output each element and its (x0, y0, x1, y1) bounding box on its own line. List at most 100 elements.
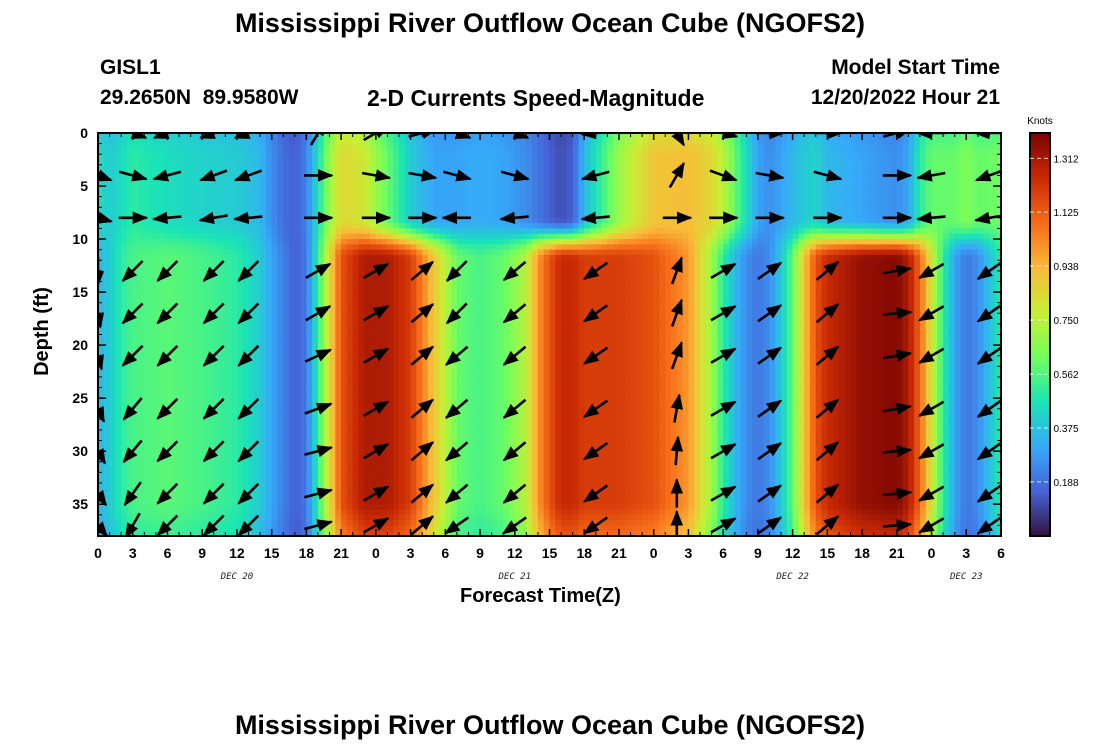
heatmap-cell (167, 260, 174, 267)
heatmap-cell (352, 329, 360, 336)
heatmap-cell (393, 180, 400, 187)
heatmap-cell (294, 133, 302, 139)
heatmap-cell (456, 196, 464, 203)
heatmap-cell (433, 461, 441, 468)
heatmap-cell (410, 387, 417, 394)
heatmap-cell (456, 371, 464, 378)
heatmap-cell (427, 387, 435, 394)
heatmap-cell (144, 276, 151, 283)
heatmap-cell (179, 265, 186, 272)
heatmap-cell (260, 286, 267, 293)
heatmap-cell (277, 429, 284, 436)
heatmap-cell (254, 270, 261, 277)
heatmap-cell (126, 504, 134, 511)
heatmap-cell (352, 196, 360, 203)
heatmap-cell (352, 281, 360, 288)
heatmap-cell (173, 313, 180, 320)
heatmap-cell (364, 392, 371, 399)
heatmap-cell (294, 329, 302, 336)
heatmap-cell (184, 270, 192, 277)
heatmap-cell (265, 361, 273, 367)
heatmap-cell (277, 276, 284, 283)
heatmap-cell (358, 249, 365, 256)
heatmap-cell (335, 281, 342, 288)
heatmap-cell (474, 170, 481, 177)
heatmap-cell (254, 186, 261, 192)
heatmap-cell (381, 297, 389, 304)
heatmap-cell (323, 472, 331, 479)
heatmap-cell (451, 371, 458, 378)
heatmap-cell (126, 186, 134, 192)
heatmap-cell (468, 371, 475, 378)
heatmap-cell (144, 286, 151, 293)
heatmap-cell (404, 143, 412, 150)
heatmap-cell (381, 244, 389, 251)
heatmap-cell (375, 498, 383, 505)
heatmap-cell (283, 382, 290, 389)
heatmap-cell (335, 472, 342, 479)
heatmap-cell (306, 223, 313, 230)
heatmap-cell (167, 292, 174, 298)
heatmap-cell (456, 498, 464, 505)
heatmap-cell (323, 233, 331, 240)
heatmap-cell (439, 520, 446, 526)
heatmap-cell (173, 175, 180, 182)
heatmap-cell (271, 514, 279, 521)
heatmap-cell (144, 307, 151, 314)
heatmap-cell (115, 292, 122, 298)
heatmap-cell (283, 281, 290, 288)
heatmap-cell (422, 339, 429, 346)
heatmap-cell (404, 239, 412, 245)
heatmap-cell (416, 154, 423, 161)
heatmap-cell (179, 170, 186, 177)
heatmap-cell (410, 164, 417, 171)
heatmap-cell (260, 382, 267, 389)
heatmap-cell (138, 286, 145, 293)
heatmap-cell (277, 424, 284, 431)
heatmap-cell (433, 159, 441, 166)
heatmap-cell (387, 244, 394, 251)
heatmap-cell (375, 472, 383, 479)
heatmap-cell (184, 323, 192, 330)
heatmap-cell (323, 313, 331, 320)
heatmap-cell (265, 467, 273, 473)
heatmap-cell (445, 186, 452, 192)
heatmap-cell (341, 254, 348, 261)
heatmap-cell (207, 461, 215, 468)
heatmap-cell (155, 138, 163, 145)
heatmap-cell (161, 376, 169, 383)
heatmap-cell (306, 133, 313, 139)
heatmap-cell (242, 467, 250, 473)
heatmap-cell (456, 186, 464, 192)
heatmap-cell (155, 164, 163, 171)
heatmap-cell (231, 456, 238, 463)
heatmap-cell (260, 313, 267, 320)
heatmap-cell (462, 461, 470, 468)
heatmap-cell (202, 435, 209, 442)
heatmap-cell (387, 392, 394, 399)
heatmap-cell (358, 148, 365, 155)
heatmap-cell (416, 514, 423, 521)
heatmap-cell (381, 435, 389, 442)
heatmap-cell (404, 520, 412, 526)
heatmap-cell (358, 408, 365, 415)
heatmap-cell (126, 477, 134, 484)
heatmap-cell (387, 297, 394, 304)
heatmap-cell (225, 244, 232, 251)
heatmap-cell (144, 429, 151, 436)
heatmap-cell (103, 472, 111, 479)
heatmap-cell (289, 525, 296, 532)
heatmap-cell (433, 488, 441, 495)
heatmap-cell (248, 440, 255, 447)
heatmap-cell (422, 329, 429, 336)
heatmap-cell (196, 530, 203, 536)
heatmap-cell (103, 392, 111, 399)
heatmap-cell (317, 419, 325, 426)
heatmap-cell (433, 456, 441, 463)
heatmap-cell (399, 270, 406, 277)
heatmap-cell (439, 313, 446, 320)
heatmap-cell (196, 148, 203, 155)
heatmap-cell (289, 504, 296, 511)
heatmap-cell (317, 207, 325, 214)
heatmap-cell (433, 382, 441, 389)
